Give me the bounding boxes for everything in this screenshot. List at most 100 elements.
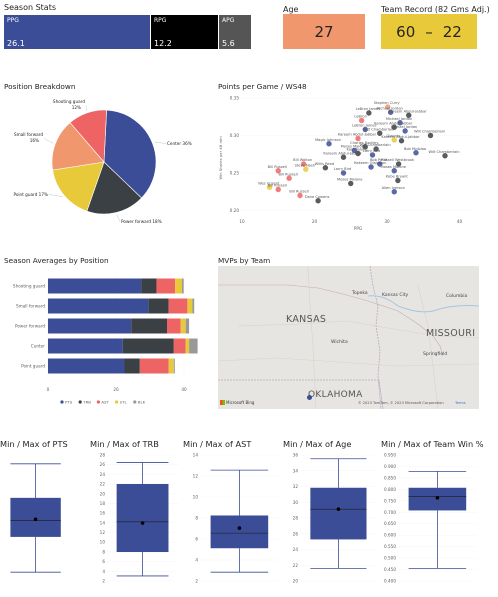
ppg-ws48-scatter[interactable]: 0.35 0.30 0.25 0.20 10 20 30 40 PPG Win Shares pe… <box>216 90 481 235</box>
bar-segment[interactable] <box>185 318 190 334</box>
boxplot-chart[interactable]: 28 26 24 22 20 18 16 14 12 10 8 6 4 2 <box>90 451 180 591</box>
bar-segment[interactable] <box>173 358 175 374</box>
scatter-point[interactable] <box>362 144 368 150</box>
scatter-point[interactable] <box>315 198 321 204</box>
scatter-point[interactable] <box>275 186 281 193</box>
bar-segment[interactable] <box>187 298 193 314</box>
ppg-card[interactable]: PPG 26.1 <box>4 15 150 49</box>
bar-segment[interactable] <box>173 338 186 354</box>
scatter-point[interactable] <box>351 147 358 154</box>
boxplot-chart[interactable]: 36 34 32 30 28 26 24 22 20 <box>283 451 379 591</box>
pie-slice[interactable] <box>69 109 107 163</box>
bar-category-label: Shooting guard <box>13 284 45 289</box>
map-terms-link[interactable]: Terms <box>455 401 466 405</box>
scatter-point[interactable] <box>300 161 307 167</box>
boxplot-title: Min / Max of Age <box>283 439 352 449</box>
scatter-point[interactable] <box>266 184 273 190</box>
pie-label: Center 36% <box>167 141 192 146</box>
bar-segment[interactable] <box>48 358 125 374</box>
scatter-point[interactable] <box>368 164 374 170</box>
bar-segment[interactable] <box>181 278 184 294</box>
scatter-point[interactable] <box>369 152 376 158</box>
scatter-point[interactable] <box>286 175 292 181</box>
scatter-point[interactable] <box>402 128 408 134</box>
scatter-point[interactable] <box>427 132 434 139</box>
scatter-point[interactable] <box>340 170 347 176</box>
scatter-point[interactable] <box>377 161 383 167</box>
scatter-point[interactable] <box>303 166 309 172</box>
bar-segment[interactable] <box>148 298 169 314</box>
scatter-point[interactable] <box>406 112 412 118</box>
scatter-point[interactable] <box>377 130 383 136</box>
scatter-point[interactable] <box>322 165 329 171</box>
scatter-point[interactable] <box>355 150 361 157</box>
bar-segment[interactable] <box>180 318 186 334</box>
pie-slice[interactable] <box>51 122 105 171</box>
scatter-point[interactable] <box>395 161 402 167</box>
bar-segment[interactable] <box>168 298 188 314</box>
bar-segment[interactable] <box>48 338 123 354</box>
boxplot-chart[interactable]: 14 12 10 8 6 4 2 <box>183 451 281 591</box>
scatter-point-label: Bob Pettit <box>370 158 388 162</box>
rpg-card[interactable]: RPG 12.2 <box>151 15 218 49</box>
scatter-point[interactable] <box>326 141 332 147</box>
scatter-point[interactable] <box>391 189 397 195</box>
bar-segment[interactable] <box>192 298 195 314</box>
pie-slice[interactable] <box>52 161 105 212</box>
bar-segment[interactable] <box>48 278 142 294</box>
scatter-point[interactable] <box>395 177 401 184</box>
pie-slice[interactable] <box>86 161 142 215</box>
scatter-point[interactable] <box>355 135 361 142</box>
scatter-point[interactable] <box>442 153 448 159</box>
bar-segment[interactable] <box>156 278 176 294</box>
scatter-point-label: Michael Jordan <box>386 117 412 121</box>
scatter-point[interactable] <box>366 110 372 116</box>
pie-label: Point guard 17% <box>13 192 48 197</box>
scatter-point[interactable] <box>387 109 394 115</box>
bar-segment[interactable] <box>185 338 190 354</box>
position-pie-chart[interactable]: Center 36% Power forward 18% Point guard 1… <box>0 90 205 235</box>
bar-segment[interactable] <box>124 358 140 374</box>
team-record-card[interactable]: 60 – 22 <box>381 14 477 49</box>
bar-category-label: Small forward <box>16 304 45 309</box>
age-card[interactable]: 27 <box>283 14 365 49</box>
scatter-point[interactable] <box>413 150 419 156</box>
scatter-point[interactable] <box>362 126 368 133</box>
scatter-point[interactable] <box>391 168 397 174</box>
bar-segment[interactable] <box>131 318 167 334</box>
pie-slice[interactable] <box>103 109 157 199</box>
apg-card[interactable]: APG 5.6 <box>219 15 251 49</box>
scatter-point[interactable] <box>348 180 354 187</box>
bar-segment[interactable] <box>48 298 149 314</box>
bar-segment[interactable] <box>122 338 174 354</box>
scatter-point[interactable] <box>385 104 391 110</box>
scatter-point[interactable] <box>297 192 303 199</box>
boxplot-box[interactable] <box>310 487 367 540</box>
boxplot-box[interactable] <box>210 515 269 549</box>
boxplot-title: Min / Max of PTS <box>0 439 68 449</box>
bar-segment[interactable] <box>168 358 174 374</box>
boxplot-ytick: 30 <box>293 500 299 505</box>
bar-segment[interactable] <box>167 318 181 334</box>
scatter-point[interactable] <box>275 168 281 174</box>
mvp-map[interactable]: KANSAS MISSOURI OKLAHOMA Topeka Kansas C… <box>218 266 479 409</box>
scatter-point[interactable] <box>358 117 365 124</box>
scatter-point[interactable] <box>373 146 379 152</box>
map-label-missouri: MISSOURI <box>426 328 476 339</box>
boxplot-box[interactable] <box>10 497 61 537</box>
scatter-point[interactable] <box>397 120 403 126</box>
bar-segment[interactable] <box>141 278 157 294</box>
boxplot-chart[interactable]: 0.950 0.900 0.850 0.800 0.750 0.700 0.650 0.600… <box>381 451 479 591</box>
bar-segment[interactable] <box>139 358 169 374</box>
scatter-point[interactable] <box>340 154 347 160</box>
boxplot-chart[interactable] <box>0 451 72 591</box>
scatter-point[interactable] <box>391 124 397 130</box>
season-averages-bar-chart[interactable]: 0 20 40 Shooting guard Small forward Power fo… <box>0 266 212 414</box>
boxplot-box[interactable] <box>116 483 169 553</box>
bar-segment[interactable] <box>189 338 198 354</box>
bar-segment[interactable] <box>48 318 132 334</box>
scatter-point[interactable] <box>398 138 405 144</box>
scatter-point[interactable] <box>391 137 397 143</box>
bar-segment[interactable] <box>175 278 182 294</box>
map-bubble-okc[interactable] <box>307 395 312 400</box>
